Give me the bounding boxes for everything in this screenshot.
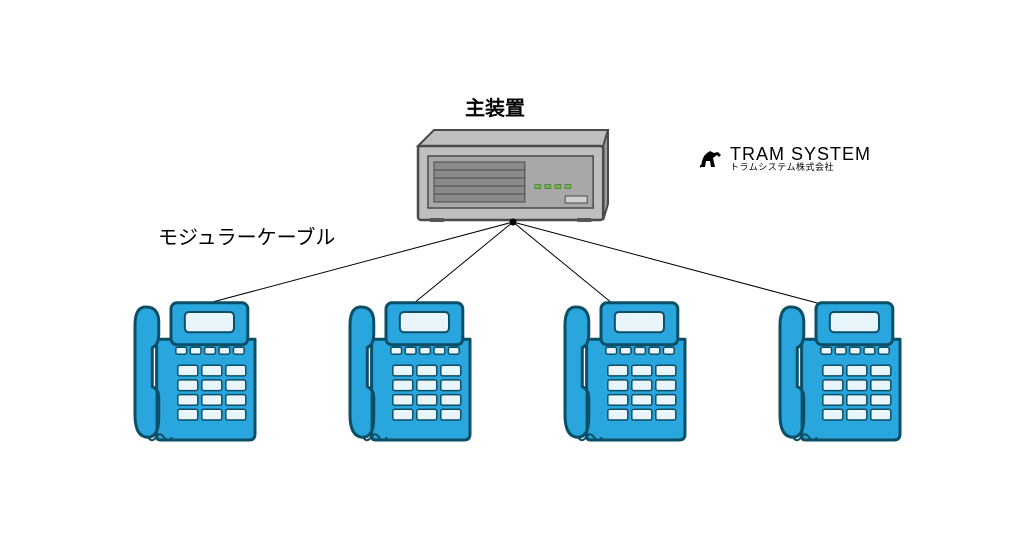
phone-icon <box>350 303 470 440</box>
cable-line <box>190 222 513 308</box>
phone-icon <box>135 303 255 440</box>
cable-lines <box>190 222 836 308</box>
cable-line <box>408 222 513 308</box>
phones-group <box>135 303 900 440</box>
cable-hub-point <box>510 219 517 226</box>
phone-icon <box>780 303 900 440</box>
server-icon <box>418 130 608 222</box>
cable-line <box>513 222 836 308</box>
diagram-canvas <box>0 0 1024 538</box>
phone-icon <box>565 303 685 440</box>
cable-line <box>513 222 618 308</box>
